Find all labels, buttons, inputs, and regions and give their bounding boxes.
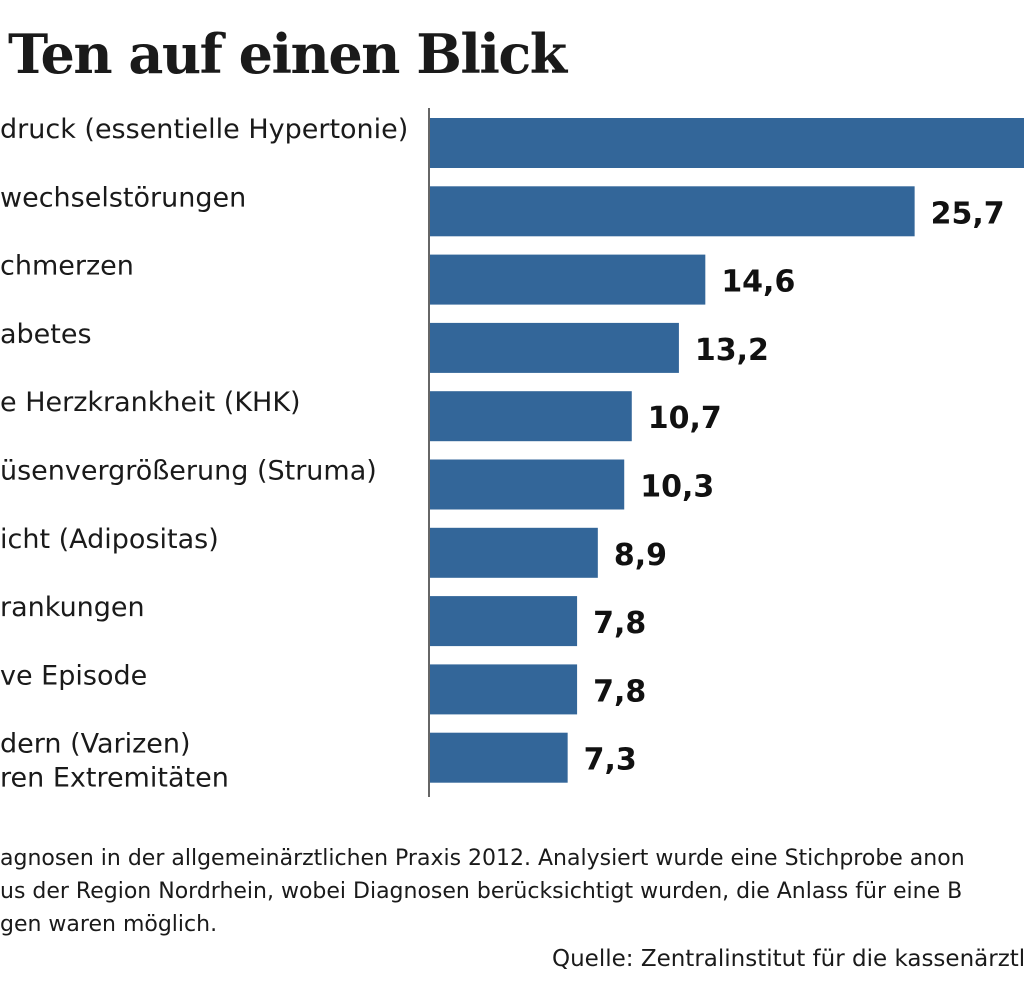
category-label: e Herzkrankheit (KHK) [0, 387, 301, 418]
bar [430, 527, 598, 578]
bar [430, 118, 1024, 168]
category-label: dern (Varizen) ren Extremitäten [0, 729, 229, 794]
category-label: druck (essentielle Hypertonie) [0, 114, 408, 145]
chart-title: Ten auf einen Blick [8, 22, 567, 86]
bar [430, 322, 679, 373]
value-label: 10,3 [640, 470, 714, 505]
category-label: chmerzen [0, 251, 134, 282]
value-label: 14,6 [721, 265, 795, 300]
footnote-line: gen waren möglich. [0, 912, 218, 937]
category-label: icht (Adipositas) [0, 524, 219, 555]
footnote-line: agnosen in der allgemeinärztlichen Praxi… [0, 846, 965, 871]
category-label: ve Episode [0, 660, 147, 691]
source-credit: Quelle: Zentralinstitut für die kassenär… [552, 946, 1024, 972]
value-label: 25,7 [931, 196, 1005, 231]
category-label: üsenvergrößerung (Struma) [0, 456, 377, 487]
bar [430, 254, 706, 305]
category-label: abetes [0, 319, 92, 350]
value-label: 10,7 [648, 401, 722, 436]
bar [430, 459, 625, 510]
value-label: 7,8 [593, 606, 646, 641]
bar [430, 391, 632, 442]
value-label: 7,3 [584, 743, 637, 778]
value-label: 7,8 [593, 674, 646, 709]
value-label: 13,2 [695, 333, 769, 368]
category-label: wechselstörungen [0, 182, 246, 213]
bar [430, 664, 578, 715]
footnote: agnosen in der allgemeinärztlichen Praxi… [0, 842, 1024, 941]
bar [430, 732, 568, 783]
footnote-line: us der Region Nordrhein, wobei Diagnosen… [0, 879, 963, 904]
bar [430, 186, 915, 237]
category-label: rankungen [0, 592, 145, 623]
bar [430, 596, 578, 647]
bar-chart: druck (essentielle Hypertonie) 25,7 wechse… [0, 108, 1024, 797]
bars-group: druck (essentielle Hypertonie) 25,7 wechse… [0, 114, 1024, 794]
value-label: 8,9 [614, 538, 667, 573]
